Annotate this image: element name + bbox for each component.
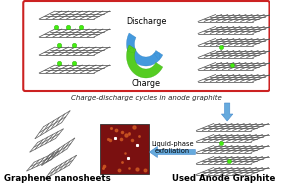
Polygon shape xyxy=(154,53,159,60)
Text: Graphene nanosheets: Graphene nanosheets xyxy=(4,174,111,183)
Polygon shape xyxy=(126,45,163,78)
Text: Used Anode Graphite: Used Anode Graphite xyxy=(172,174,275,183)
Text: Charge: Charge xyxy=(132,78,160,88)
Text: Charge-discharge cycles in anode graphite: Charge-discharge cycles in anode graphit… xyxy=(71,95,221,101)
FancyBboxPatch shape xyxy=(23,1,269,91)
Text: Discharge: Discharge xyxy=(126,18,166,26)
FancyArrow shape xyxy=(149,146,195,157)
Bar xyxy=(100,124,149,174)
FancyArrow shape xyxy=(221,103,233,121)
Polygon shape xyxy=(127,47,135,53)
Polygon shape xyxy=(126,33,163,66)
Text: Liquid-phase
exfoliation: Liquid-phase exfoliation xyxy=(151,141,194,154)
